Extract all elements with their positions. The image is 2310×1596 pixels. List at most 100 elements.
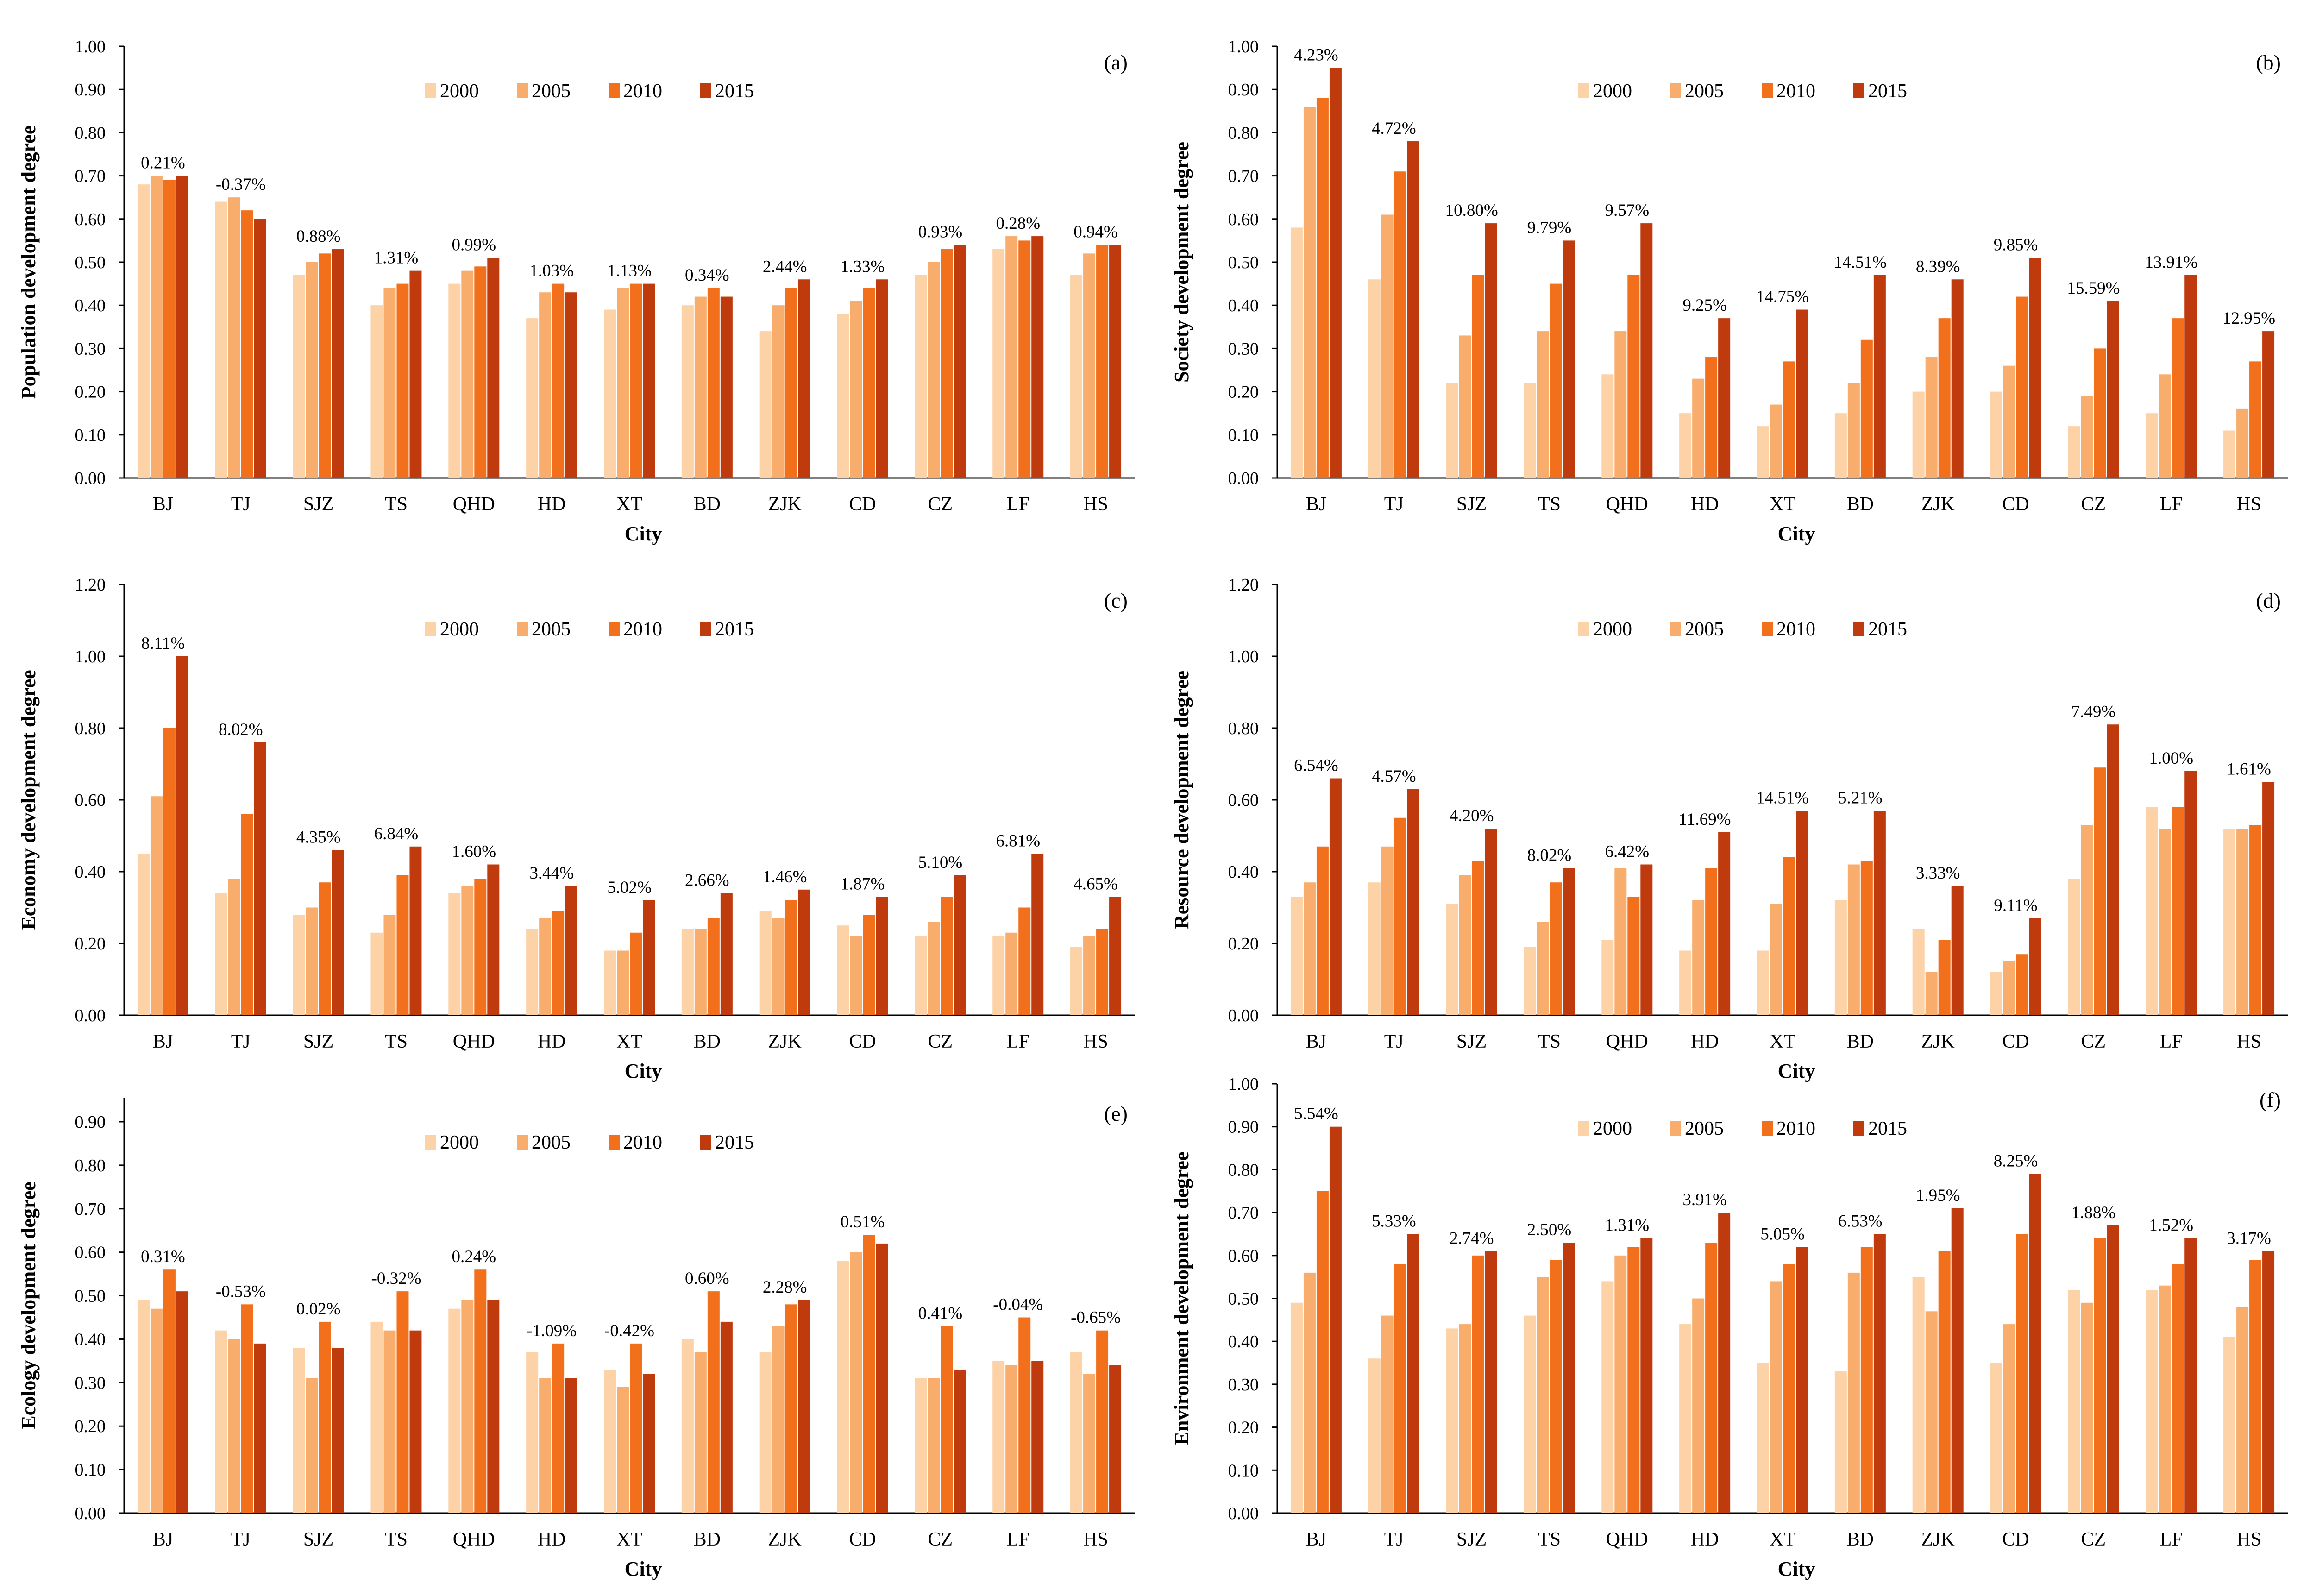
bar-ZJK-2000 [759, 1352, 772, 1513]
legend-swatch-2005 [517, 83, 528, 98]
y-tick-label: 0.80 [75, 719, 106, 738]
x-tick-label: BD [1847, 494, 1874, 515]
bar-CZ-2015 [954, 1370, 966, 1513]
rate-label-QHD: 0.24% [452, 1247, 496, 1266]
y-tick-label: 0.20 [75, 1417, 106, 1436]
bar-TJ-2010 [1394, 817, 1406, 1015]
y-axis-title: Population development degree [17, 126, 40, 399]
x-tick-label: SJZ [1456, 1031, 1487, 1052]
bar-BJ-2000 [137, 854, 150, 1015]
bar-TS-2005 [383, 1330, 396, 1513]
bar-HD-2010 [1705, 868, 1718, 1015]
x-tick-label: BJ [153, 1529, 173, 1550]
legend-label-2005: 2005 [1685, 619, 1724, 640]
x-tick-label: LF [1007, 494, 1029, 515]
y-tick-label: 0.40 [75, 296, 106, 315]
x-tick-label: ZJK [768, 1031, 802, 1052]
x-tick-label: BJ [1306, 494, 1326, 515]
bar-BD-2000 [1834, 413, 1847, 478]
bar-XT-2000 [1757, 1363, 1769, 1513]
bar-ZJK-2015 [1951, 1208, 1964, 1513]
bar-HD-2015 [565, 292, 578, 478]
bar-BD-2010 [707, 288, 720, 478]
x-tick-label: QHD [453, 1031, 495, 1052]
bar-HD-2010 [552, 911, 565, 1015]
bar-LF-2010 [1018, 1317, 1031, 1513]
bar-LF-2000 [2146, 1289, 2158, 1513]
bar-ZJK-2015 [798, 1300, 810, 1513]
rate-label-TS: 6.84% [374, 824, 419, 843]
bar-QHD-2010 [474, 1269, 487, 1513]
legend-label-2000: 2000 [440, 619, 479, 640]
rate-label-LF: 1.52% [2149, 1216, 2193, 1235]
x-tick-label: LF [2160, 494, 2183, 515]
legend-swatch-2005 [517, 622, 528, 636]
y-tick-label: 0.40 [75, 1330, 106, 1349]
chart-panel-a: 0.00 0.10 0.20 0.30 0.40 0.50 0.60 0.70 0.80 0.90… [17, 37, 1135, 545]
y-tick-label: 0.50 [75, 253, 106, 272]
bar-CD-2000 [837, 314, 849, 478]
bar-TJ-2000 [215, 1330, 227, 1513]
bar-CZ-2000 [915, 1378, 927, 1513]
x-tick-label: TJ [1384, 1031, 1404, 1052]
legend-swatch-2010 [609, 83, 620, 98]
bar-SJZ-2005 [1459, 875, 1471, 1015]
bar-QHD-2000 [448, 1308, 461, 1513]
y-axis-title: Resource development degree [1170, 671, 1193, 929]
rate-label-TJ: -0.53% [216, 1282, 266, 1301]
bar-CD-2000 [1990, 1363, 2002, 1513]
legend-swatch-2015 [1853, 83, 1864, 98]
y-axis-title: Society development degree [1170, 142, 1193, 383]
rate-label-ZJK: 8.39% [1916, 257, 1960, 276]
bar-HS-2000 [2223, 1337, 2236, 1513]
rate-label-BJ: 8.11% [141, 634, 185, 653]
bar-TJ-2005 [1381, 846, 1394, 1015]
legend-label-2005: 2005 [532, 619, 571, 640]
bar-QHD-2015 [487, 864, 500, 1015]
bar-SJZ-2015 [332, 1348, 344, 1513]
bar-CD-2010 [2016, 296, 2028, 478]
bar-QHD-2010 [1627, 897, 1640, 1015]
x-tick-label: HD [1691, 1529, 1719, 1550]
legend-label-2015: 2015 [1868, 1118, 1907, 1139]
bar-BD-2000 [1834, 1371, 1847, 1513]
bar-BD-2010 [1860, 1247, 1873, 1513]
legend-swatch-2015 [1853, 1121, 1864, 1136]
rate-label-HD: 1.03% [529, 262, 574, 281]
bar-SJZ-2010 [1472, 861, 1484, 1015]
x-tick-label: HS [2236, 1529, 2261, 1550]
y-tick-label: 0.80 [1228, 719, 1259, 738]
rate-label-HS: 0.94% [1073, 223, 1118, 242]
bar-CD-2000 [837, 925, 849, 1015]
bar-ZJK-2010 [1938, 1251, 1951, 1513]
bar-HS-2000 [2223, 829, 2236, 1015]
bar-CD-2015 [2029, 918, 2041, 1015]
bar-ZJK-2005 [1925, 972, 1938, 1015]
bar-HS-2010 [2249, 361, 2262, 478]
x-tick-label: TS [385, 1529, 408, 1550]
legend-swatch-2010 [1762, 83, 1773, 98]
bar-HS-2005 [1083, 253, 1096, 478]
x-tick-label: BJ [1306, 1031, 1326, 1052]
y-tick-label: 0.30 [1228, 339, 1259, 358]
bar-TS-2015 [409, 1330, 422, 1513]
bar-QHD-2010 [474, 266, 487, 478]
rate-label-BJ: 0.31% [141, 1247, 185, 1266]
bar-CD-2010 [2016, 954, 2028, 1015]
bar-CZ-2015 [2107, 301, 2119, 478]
bar-HD-2000 [1679, 1324, 1692, 1513]
bar-LF-2015 [2184, 275, 2197, 478]
rate-label-BD: 0.34% [685, 266, 729, 285]
legend-swatch-2010 [1762, 622, 1773, 636]
bar-TS-2015 [1563, 240, 1575, 478]
x-tick-label: TJ [1384, 1529, 1404, 1550]
bar-LF-2015 [2184, 1238, 2197, 1513]
y-axis-title: Environment development degree [1170, 1152, 1193, 1445]
rate-label-BD: 14.51% [1834, 253, 1887, 272]
legend-label-2005: 2005 [1685, 1118, 1724, 1139]
rate-label-ZJK: 3.33% [1916, 864, 1960, 883]
bar-XT-2005 [1770, 904, 1782, 1015]
legend-label-2000: 2000 [440, 1132, 479, 1153]
bar-BD-2000 [1834, 900, 1847, 1015]
x-tick-label: BD [694, 1529, 721, 1550]
